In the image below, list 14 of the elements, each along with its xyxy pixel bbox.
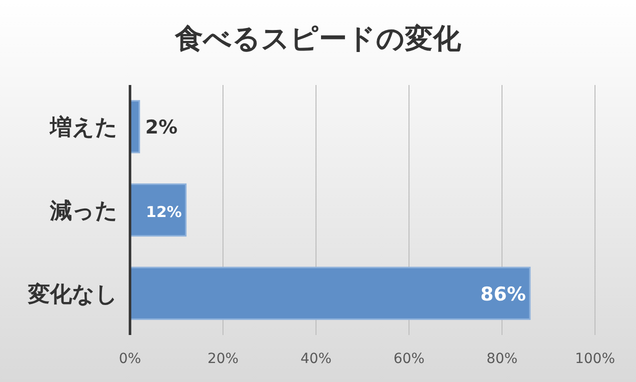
y-tick-label: 変化なし [27,281,118,308]
x-tick-label: 100% [574,351,616,367]
x-tick-label: 0% [118,351,142,367]
y-tick-label: 増えた [49,114,118,141]
data-label: 86% [480,283,526,306]
data-label: 2% [145,116,178,139]
y-tick-label: 減った [49,199,118,224]
bar [129,266,531,320]
x-tick-label: 60% [393,351,425,367]
data-label: 12% [146,203,182,221]
x-tick-label: 40% [300,351,332,367]
chart-title: 食べるスピードの変化 [174,22,462,55]
x-tick-label: 80% [486,351,518,367]
x-tick-label: 20% [207,351,239,367]
